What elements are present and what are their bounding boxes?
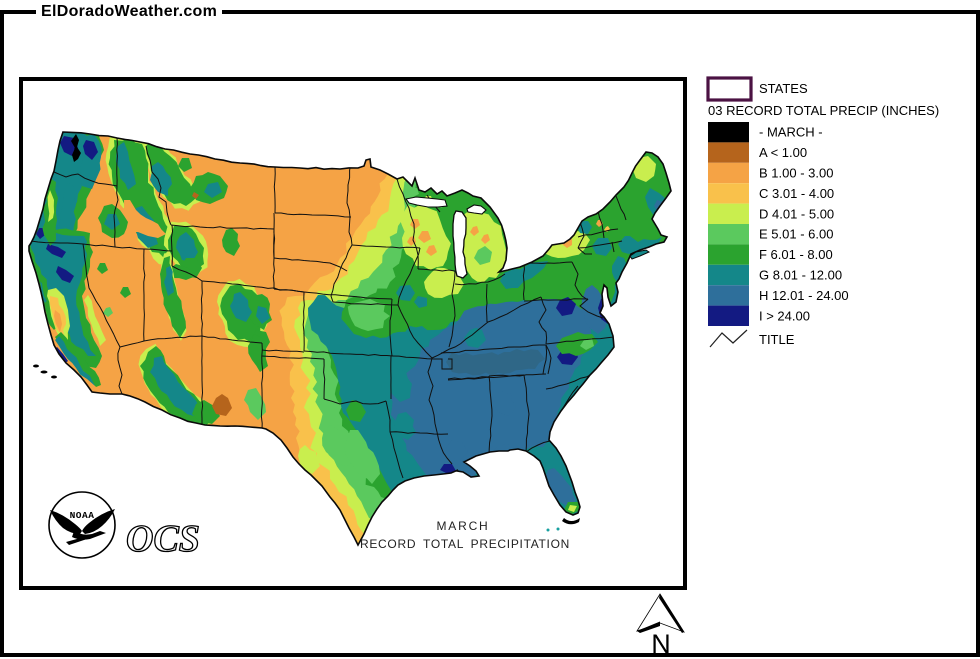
svg-text:STATES: STATES — [759, 81, 808, 96]
svg-text:NOAA: NOAA — [70, 510, 95, 521]
svg-text:C 3.01 - 4.00: C 3.01 - 4.00 — [759, 186, 834, 201]
svg-text:MARCH: MARCH — [437, 519, 490, 533]
svg-text:TITLE: TITLE — [759, 332, 795, 347]
svg-text:- MARCH -: - MARCH - — [759, 125, 823, 140]
svg-text:N: N — [651, 629, 671, 659]
svg-text:E 5.01 - 6.00: E 5.01 - 6.00 — [759, 227, 833, 242]
svg-text:B 1.00 - 3.00: B 1.00 - 3.00 — [759, 166, 833, 181]
svg-text:RECORD TOTAL PRECIPITATION: RECORD TOTAL PRECIPITATION — [360, 537, 570, 551]
svg-text:A < 1.00: A < 1.00 — [759, 145, 807, 160]
svg-text:F 6.01 - 8.00: F 6.01 - 8.00 — [759, 247, 833, 262]
svg-text:03 RECORD TOTAL PRECIP (INCHES: 03 RECORD TOTAL PRECIP (INCHES) — [708, 103, 939, 118]
svg-text:H 12.01 - 24.00: H 12.01 - 24.00 — [759, 288, 849, 303]
svg-text:G 8.01 - 12.00: G 8.01 - 12.00 — [759, 268, 842, 283]
svg-text:I > 24.00: I > 24.00 — [759, 308, 810, 323]
svg-text:D 4.01 - 5.00: D 4.01 - 5.00 — [759, 206, 834, 221]
svg-text:OCS: OCS — [126, 518, 200, 560]
